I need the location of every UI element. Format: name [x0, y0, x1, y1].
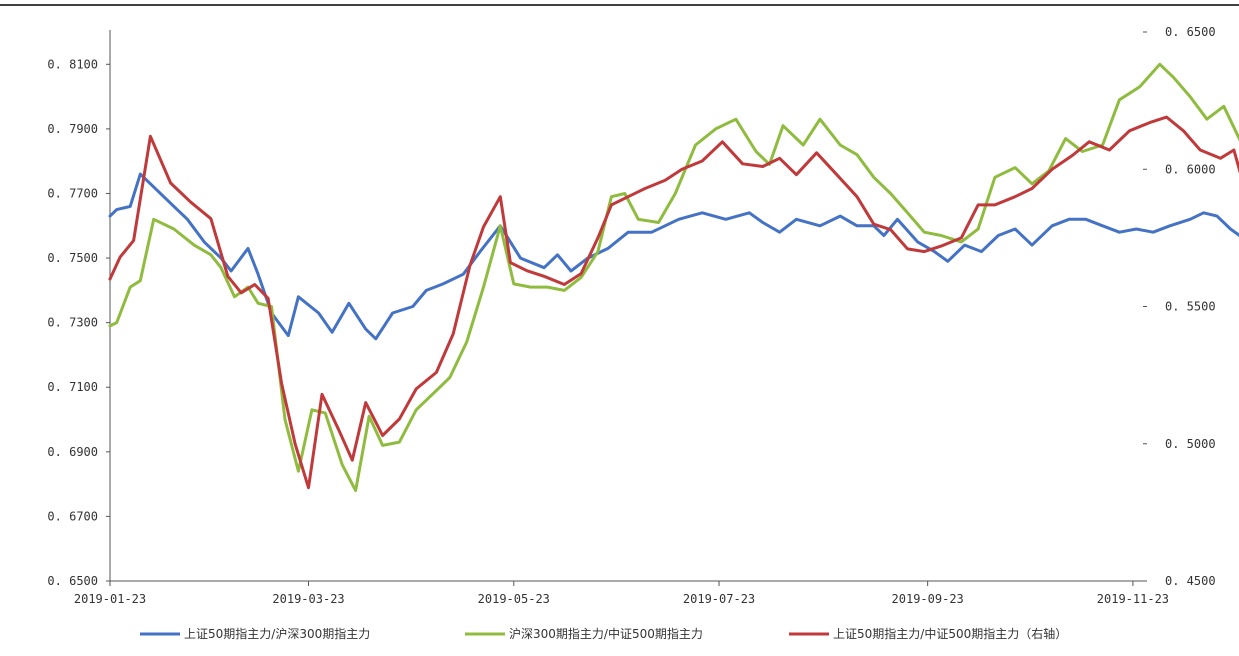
left-tick-label: 0. 8100	[47, 57, 98, 71]
right-tick-label: 0. 5500	[1165, 300, 1216, 314]
x-tick-label: 2019-09-23	[892, 592, 964, 606]
legend-label-2: 沪深300期指主力/中证500期指主力	[509, 626, 703, 641]
series-line-1	[108, 172, 1239, 341]
x-tick-label: 2019-03-23	[272, 592, 344, 606]
legend: 上证50期指主力/沪深300期指主力 沪深300期指主力/中证500期指主力 上证5…	[140, 626, 1067, 641]
x-tick-label: 2019-07-23	[683, 592, 755, 606]
left-tick-label: 0. 6700	[47, 509, 98, 523]
right-tick-label: 0. 5000	[1165, 437, 1216, 451]
series-line-3	[108, 115, 1239, 490]
right-tick-label: 0. 6500	[1165, 25, 1216, 39]
x-tick-label: 2019-01-23	[74, 592, 146, 606]
left-tick-label: 0. 6500	[47, 574, 98, 588]
left-tick-label: 0. 7700	[47, 186, 98, 200]
axes: 0. 6500 0. 6700 0. 6900 0. 7100 0. 7300 0. 75…	[0, 4, 1239, 606]
x-tick-label: 2019-11-23	[1097, 592, 1169, 606]
right-tick-label: 0. 6000	[1165, 162, 1216, 176]
x-tick-label: 2019-05-23	[478, 592, 550, 606]
series-line-2	[108, 62, 1239, 493]
left-tick-label: 0. 7100	[47, 380, 98, 394]
series-lines	[108, 62, 1239, 493]
left-tick-label: 0. 7500	[47, 251, 98, 265]
legend-label-3: 上证50期指主力/中证500期指主力（右轴）	[833, 626, 1067, 641]
right-tick-label: 0. 4500	[1165, 574, 1216, 588]
left-tick-label: 0. 6900	[47, 445, 98, 459]
legend-label-1: 上证50期指主力/沪深300期指主力	[184, 626, 370, 641]
left-tick-label: 0. 7900	[47, 122, 98, 136]
left-tick-label: 0. 7300	[47, 316, 98, 330]
